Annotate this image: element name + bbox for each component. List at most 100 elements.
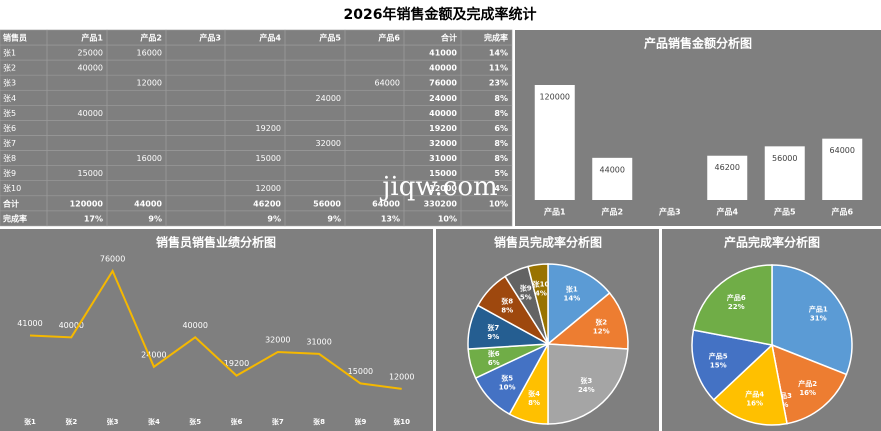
table-cell-text: 56000: [313, 199, 341, 208]
slice-name: 张10: [533, 279, 550, 288]
slice-label: 31%: [810, 315, 827, 323]
table-cell-text: 产品5: [319, 33, 341, 43]
slice-label: 10%: [499, 383, 516, 391]
slice-name: 产品1: [809, 305, 828, 314]
pie-slice: [547, 263, 611, 346]
slice-label: 6%: [488, 359, 500, 367]
bar: [764, 146, 805, 200]
table-cell-text: 31000: [429, 154, 457, 163]
table-cell-text: 8%: [494, 109, 508, 118]
slice-name: 张7: [487, 323, 499, 332]
table-panel: [0, 30, 512, 226]
bar: [592, 157, 633, 200]
data-label: 31000: [306, 337, 331, 346]
table-cell-text: 张5: [3, 109, 16, 118]
slice-name: 张3: [580, 376, 592, 385]
bar: [707, 155, 748, 200]
table-cell-text: 张9: [3, 169, 16, 178]
data-label: 12000: [389, 372, 414, 381]
table-cell-text: 6%: [494, 124, 508, 133]
slice-label: 9%: [487, 333, 499, 341]
x-tick-label: 产品2: [601, 207, 623, 217]
table-cell-text: 9%: [148, 214, 162, 223]
x-tick-label: 产品3: [659, 207, 681, 217]
table-cell-text: 19200: [429, 124, 457, 133]
table-cell-text: 16000: [137, 154, 162, 163]
data-label: 40000: [59, 321, 84, 330]
table-cell-text: 张2: [3, 64, 16, 73]
table-cell-text: 32000: [429, 139, 457, 148]
table-cell-text: 40000: [78, 109, 103, 118]
pie-slice: [527, 263, 549, 345]
table-cell-text: 产品3: [199, 33, 221, 43]
data-label: 76000: [100, 255, 125, 264]
table-cell-text: 12000: [137, 79, 162, 88]
table-cell: [460, 210, 513, 227]
watermark: jiqw.com: [379, 172, 497, 202]
slice-label: 4%: [535, 289, 547, 297]
x-tick-label: 张10: [393, 417, 410, 426]
x-tick-label: 张2: [65, 417, 77, 426]
table-cell-text: 9%: [327, 214, 341, 223]
table-cell-text: 40000: [429, 109, 457, 118]
bar-panel: [515, 30, 881, 226]
chart-title: 产品销售金额分析图: [644, 36, 752, 51]
x-tick-label: 张4: [148, 417, 160, 426]
slice-name: 张1: [566, 284, 578, 293]
data-label: 41000: [17, 319, 42, 328]
table-cell-text: 产品1: [81, 33, 103, 43]
x-tick-label: 产品1: [544, 207, 566, 217]
table-cell-text: 40000: [429, 64, 457, 73]
pie-slice: [691, 329, 774, 401]
table-cell-text: 4%: [494, 184, 508, 193]
x-tick-label: 产品5: [774, 207, 796, 217]
pie-slice: [771, 343, 848, 425]
slice-label: 12%: [593, 328, 610, 336]
table-cell-text: 15000: [429, 169, 457, 178]
slice-label: 5%: [520, 294, 532, 302]
pie-slice: [712, 343, 788, 426]
slice-label: 15%: [710, 362, 727, 370]
data-label: 24000: [141, 350, 166, 359]
slice-name: 产品4: [745, 389, 764, 398]
slice-name: 张2: [595, 318, 607, 327]
table-cell-text: 16000: [137, 49, 162, 58]
table-cell-text: 8%: [494, 94, 508, 103]
pie-slice: [771, 264, 853, 376]
data-label: 46200: [715, 163, 740, 172]
slice-label: 14%: [563, 294, 580, 302]
table-cell-text: 张4: [3, 94, 16, 103]
line: [29, 268, 402, 390]
table-cell-text: 25000: [78, 49, 103, 58]
table-cell-text: 8%: [494, 154, 508, 163]
table-cell-text: 76000: [429, 79, 457, 88]
table-cell-text: 8%: [494, 139, 508, 148]
table-cell-text: 10%: [489, 199, 508, 208]
table-cell-text: 合计: [440, 33, 457, 43]
x-tick-label: 张6: [231, 417, 243, 426]
table-cell-text: 41000: [429, 49, 457, 58]
table-cell-text: 张10: [3, 184, 21, 193]
slice-label: 16%: [799, 389, 816, 397]
table-cell-text: 14%: [489, 49, 508, 58]
data-label: 32000: [265, 336, 290, 345]
page-title: 2026年销售金额及完成率统计: [344, 6, 537, 23]
table-cell-text: 产品4: [259, 33, 281, 43]
table-cell-text: 完成率: [484, 33, 508, 43]
x-tick-label: 张8: [313, 417, 325, 426]
slice-name: 产品5: [709, 352, 728, 361]
table-cell-text: 15000: [256, 154, 281, 163]
pie-slice: [547, 343, 629, 425]
slice-label: 8%: [501, 307, 513, 315]
table-cell-text: 合计: [2, 198, 19, 208]
table-cell-text: 17%: [84, 214, 103, 223]
table-cell-text: 23%: [489, 79, 508, 88]
line-panel: [0, 229, 433, 431]
table-cell-text: 张6: [3, 124, 16, 133]
data-label: 44000: [600, 165, 625, 174]
x-tick-label: 张9: [354, 417, 366, 426]
table-cell-text: 44000: [134, 199, 162, 208]
table-cell-text: 40000: [78, 64, 103, 73]
pie-slice: [546, 291, 629, 350]
